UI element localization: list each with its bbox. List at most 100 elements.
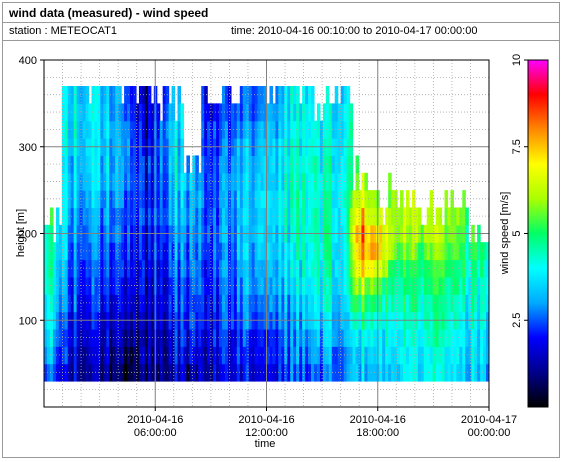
heatmap-cell [207, 276, 211, 295]
heatmap-cell [216, 190, 220, 209]
heatmap-cell [216, 259, 220, 278]
heatmap-cell [100, 363, 104, 382]
heatmap-cell [112, 86, 116, 104]
heatmap-cell [227, 172, 232, 191]
heatmap-cell [370, 190, 374, 209]
heatmap-cell [236, 294, 241, 313]
heatmap-cell [281, 103, 285, 122]
heatmap-cell [471, 328, 475, 347]
heatmap-cell [100, 190, 104, 209]
heatmap-cell [343, 172, 348, 191]
heatmap-cell [248, 276, 253, 295]
heatmap-cell [284, 276, 288, 295]
heatmap-cell [263, 276, 268, 295]
heatmap-cell [290, 328, 294, 347]
heatmap-cell [219, 103, 223, 122]
heatmap-cell [106, 294, 110, 313]
heatmap-cell [269, 346, 274, 365]
heatmap-cell [73, 346, 78, 365]
heatmap-cell [293, 363, 297, 382]
heatmap-cell [319, 190, 324, 209]
heatmap-cell [67, 120, 72, 139]
heatmap-cell [97, 259, 101, 278]
heatmap-cell [219, 346, 223, 365]
heatmap-cell [272, 294, 276, 313]
heatmap-cell [242, 86, 247, 104]
heatmap-cell [207, 207, 211, 226]
heatmap-cell [227, 259, 232, 278]
heatmap-cell [106, 259, 110, 278]
heatmap-cell [316, 276, 321, 295]
heatmap-cell [287, 86, 291, 104]
heatmap-cell [222, 172, 226, 191]
heatmap-cell [269, 259, 274, 278]
heatmap-cell [331, 259, 336, 278]
heatmap-cell [204, 242, 208, 261]
heatmap-cell [207, 155, 211, 174]
heatmap-cell [61, 259, 66, 278]
x-tick-label-time: 00:00:00 [468, 427, 511, 439]
heatmap-cell [224, 190, 229, 209]
heatmap-cell [355, 328, 360, 347]
heatmap-cell [94, 242, 98, 261]
heatmap-cell [204, 328, 208, 347]
heatmap-cell [88, 346, 93, 365]
heatmap-cell [331, 294, 336, 313]
heatmap-cell [305, 363, 309, 382]
heatmap-cell [316, 207, 321, 226]
heatmap-cell [328, 328, 333, 347]
heatmap-cell [88, 120, 93, 139]
heatmap-cell [367, 259, 371, 278]
heatmap-cell [287, 242, 291, 261]
heatmap-cell [236, 259, 241, 278]
heatmap-cell [313, 190, 318, 209]
heatmap-cell [373, 207, 377, 226]
heatmap-cell [64, 120, 69, 139]
heatmap-cell [257, 294, 262, 313]
heatmap-cell [364, 259, 368, 278]
heatmap-cell [222, 363, 226, 382]
heatmap-cell [272, 242, 276, 261]
heatmap-cell [224, 172, 229, 191]
heatmap-cell [233, 259, 238, 278]
heatmap-cell [331, 363, 336, 382]
heatmap-cell [44, 276, 48, 295]
heatmap-cell [281, 120, 285, 139]
heatmap-cell [70, 190, 75, 209]
heatmap-cell [334, 259, 339, 278]
heatmap-cell [367, 276, 371, 295]
heatmap-cell [70, 259, 75, 278]
heatmap-cell [97, 172, 101, 191]
heatmap-cell [337, 120, 342, 139]
heatmap-cell [328, 155, 333, 174]
heatmap-cell [313, 242, 318, 261]
heatmap-cell [103, 207, 107, 226]
heatmap-cell [287, 328, 291, 347]
heatmap-cell [213, 259, 217, 278]
heatmap-cell [349, 242, 354, 261]
heatmap-cell [260, 328, 265, 347]
heatmap-cell [290, 242, 294, 261]
heatmap-cell [49, 207, 54, 226]
heatmap-cell [313, 328, 318, 347]
heatmap-cell [331, 172, 336, 191]
heatmap-cell [106, 207, 110, 226]
heatmap-cell [112, 276, 116, 295]
heatmap-cell [213, 276, 217, 295]
heatmap-cell [480, 346, 484, 365]
chart-title: wind data (measured) - wind speed [9, 6, 209, 20]
heatmap-cell [109, 120, 113, 139]
heatmap-cell [325, 207, 330, 226]
heatmap-cell [103, 120, 107, 139]
heatmap-cell [219, 242, 223, 261]
colorbar-tick-label: 7.5 [511, 139, 523, 154]
heatmap-cell [284, 172, 288, 191]
heatmap-cell [281, 346, 285, 365]
heatmap-cell [248, 242, 253, 261]
heatmap-cell [224, 346, 229, 365]
heatmap-cell [379, 294, 383, 313]
heatmap-cell [230, 346, 235, 365]
heatmap-cell [278, 120, 282, 139]
heatmap-cell [319, 172, 324, 191]
heatmap-cell [103, 190, 107, 209]
